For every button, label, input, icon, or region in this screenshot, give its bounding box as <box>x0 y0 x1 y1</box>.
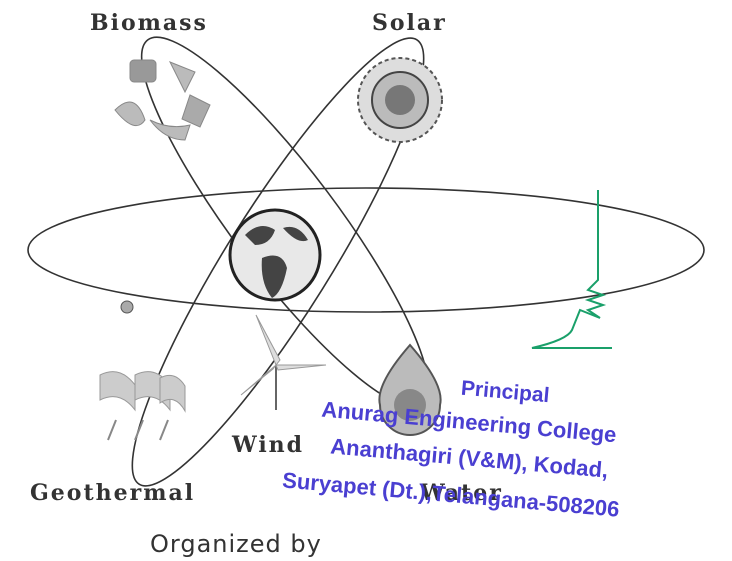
footer: Organized by <box>150 530 322 558</box>
stamp: Principal Anurag Engineering College Ana… <box>281 362 629 522</box>
stamp-title: Principal <box>460 377 550 408</box>
electron <box>121 301 133 313</box>
label: Solar <box>372 10 447 36</box>
label: Biomass <box>90 10 208 36</box>
signature <box>532 190 612 348</box>
wind-icon <box>241 315 326 410</box>
page: Biomass Solar Wind Geothermal Water Orga… <box>0 0 732 561</box>
solar-icon <box>358 58 442 142</box>
biomass-icon <box>115 60 210 140</box>
label: Wind <box>231 432 304 458</box>
orbit <box>28 188 704 312</box>
earth <box>230 210 320 300</box>
geothermal-icon <box>100 372 185 440</box>
label: Geothermal <box>30 480 195 506</box>
